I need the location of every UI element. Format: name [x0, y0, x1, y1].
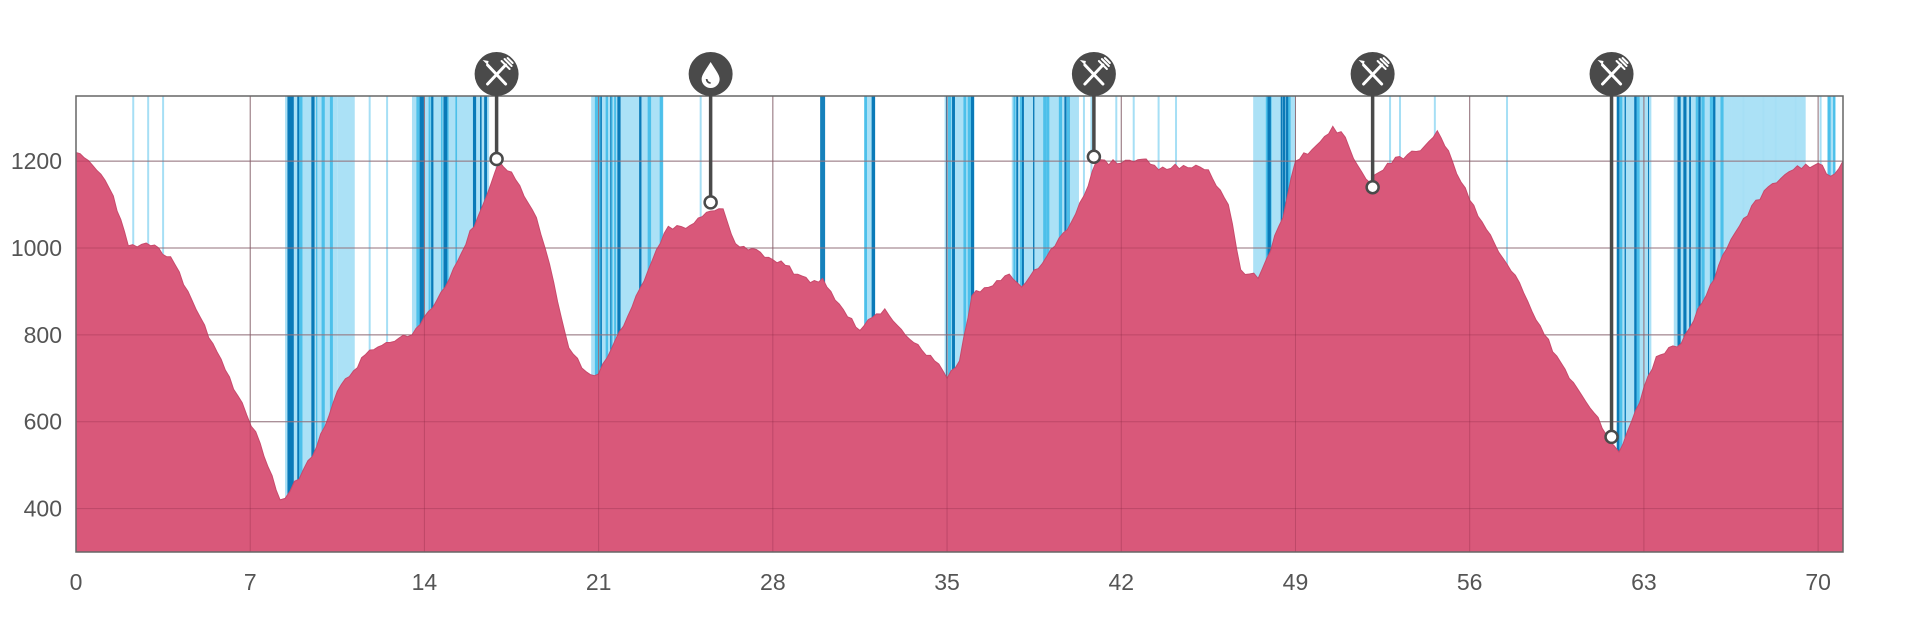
knife-tip	[1358, 60, 1365, 65]
fork-tines	[1097, 57, 1111, 70]
utensils-icon	[1350, 52, 1395, 96]
marker-point	[703, 195, 718, 210]
plot-frame	[75, 95, 1844, 553]
y-tick-label: 800	[24, 322, 62, 348]
fork-tines	[1376, 57, 1390, 70]
markers	[474, 52, 1634, 445]
fork-handle	[1083, 63, 1105, 86]
plot-border	[75, 95, 1844, 553]
x-axis: 0 7 14 21 28 35 42 49 56 63 70	[70, 569, 1831, 595]
x-tick-label: 35	[934, 569, 960, 595]
y-tick-label: 1000	[11, 235, 62, 261]
drop-shape	[701, 62, 720, 88]
x-tick-label: 28	[760, 569, 786, 595]
x-tick-label: 0	[70, 569, 83, 595]
fork-tines	[1615, 57, 1629, 70]
y-tick-label: 600	[24, 409, 62, 435]
marker-point	[1365, 179, 1380, 195]
x-tick-label: 7	[244, 569, 257, 595]
y-tick-label: 1200	[11, 148, 62, 174]
utensils-icon	[474, 52, 519, 96]
fork-tines	[500, 57, 514, 70]
utensils-icon	[1071, 52, 1116, 96]
x-tick-label: 49	[1283, 569, 1309, 595]
x-tick-label: 21	[586, 569, 612, 595]
marker-point	[1604, 429, 1619, 445]
marker-point	[489, 151, 504, 167]
elevation-area-path	[75, 125, 1844, 553]
knife-tip	[482, 60, 489, 65]
x-tick-label: 14	[412, 569, 438, 595]
x-tick-label: 70	[1805, 569, 1831, 595]
utensils-icon	[1589, 52, 1634, 96]
water-drop-icon	[688, 52, 733, 96]
y-tick-label: 400	[24, 496, 62, 522]
x-tick-label: 56	[1457, 569, 1483, 595]
x-tick-label: 63	[1631, 569, 1657, 595]
y-axis: 400 600 800 1000 1200	[11, 148, 62, 521]
x-tick-label: 42	[1108, 569, 1134, 595]
fork-handle	[1601, 63, 1623, 86]
marker-point	[1086, 149, 1102, 165]
knife-tip	[1079, 60, 1086, 65]
fork-handle	[1362, 63, 1384, 86]
drop-highlight	[705, 78, 711, 84]
fork-handle	[486, 63, 508, 86]
knife-tip	[1597, 60, 1604, 65]
elevation-area	[75, 96, 1844, 553]
